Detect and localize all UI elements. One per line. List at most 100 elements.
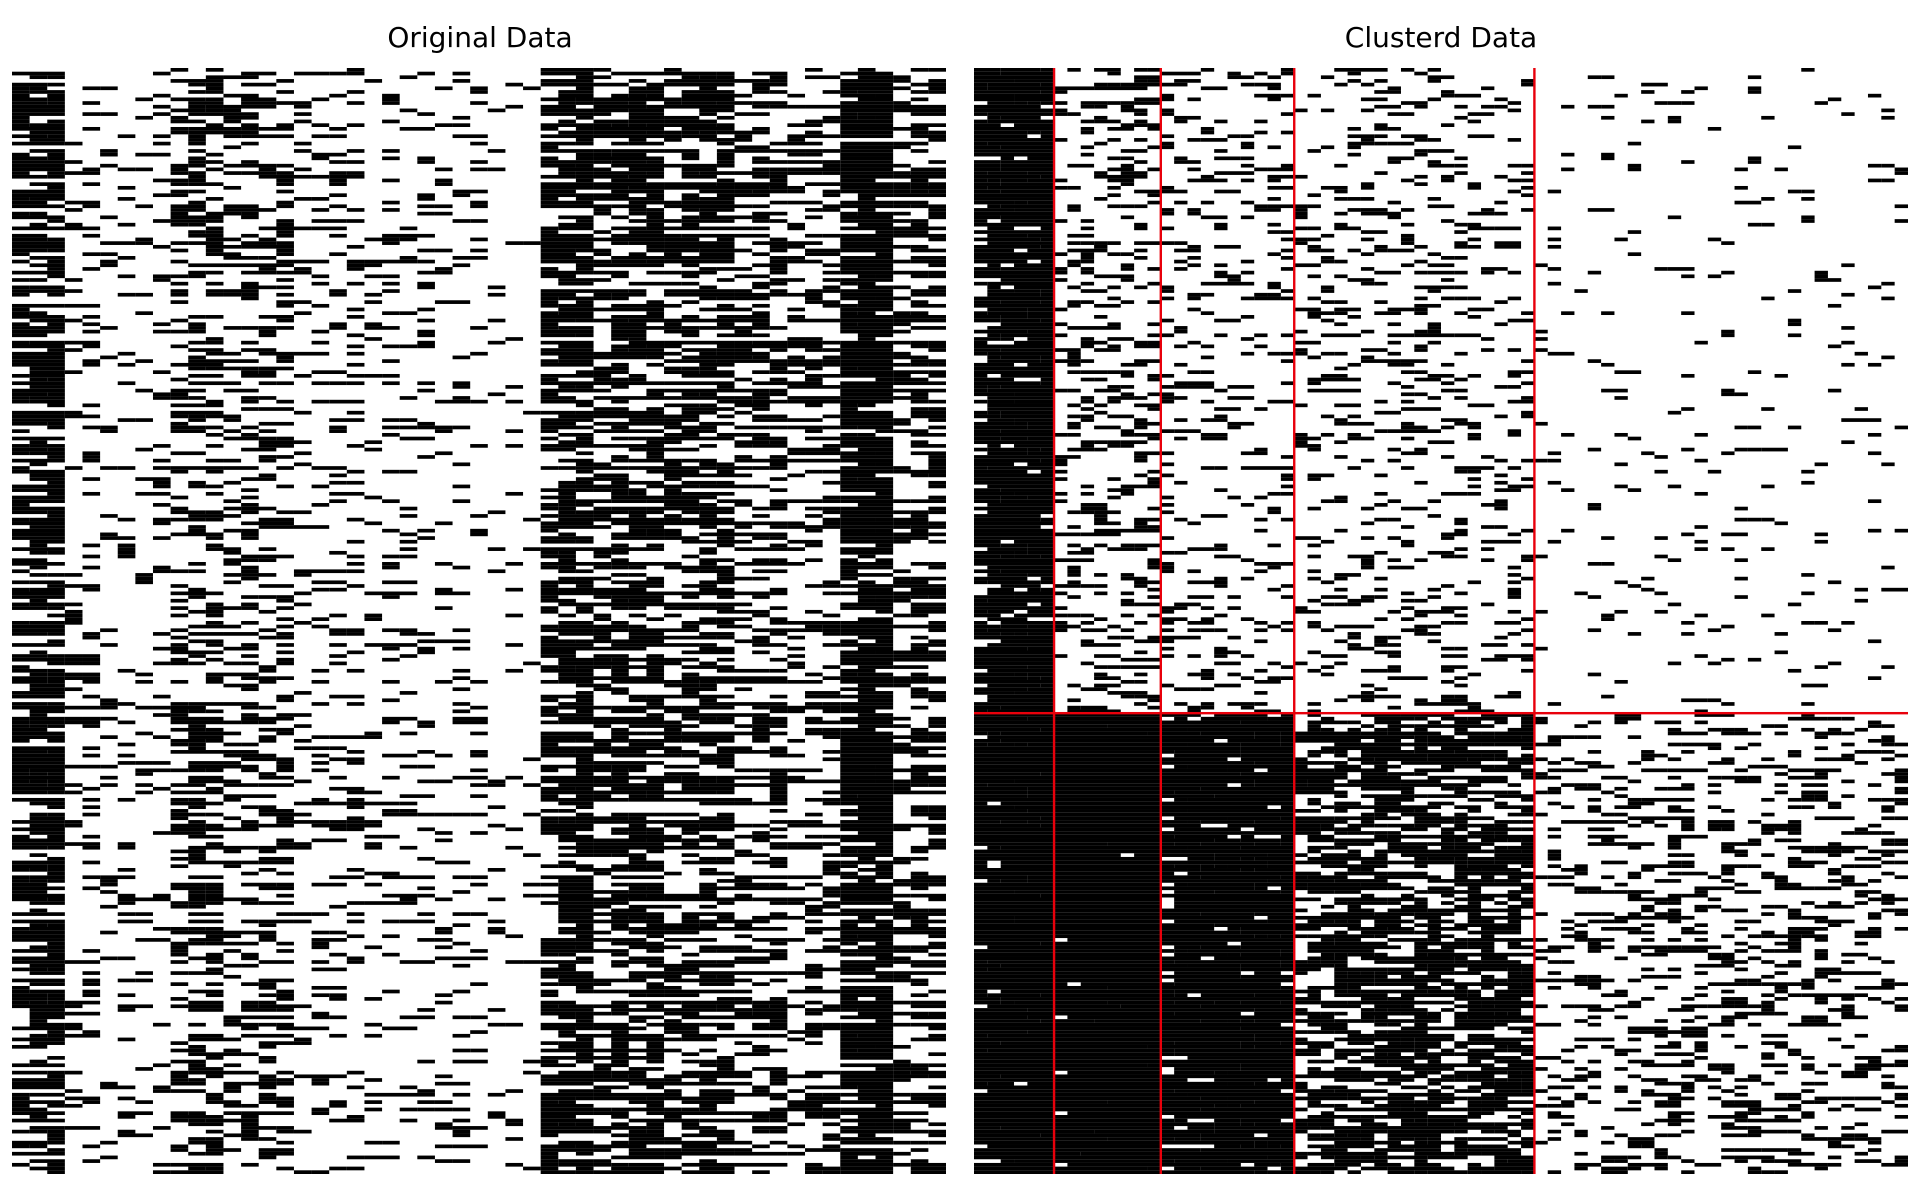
heatmap-cell bbox=[840, 897, 894, 902]
heatmap-cell bbox=[100, 956, 118, 961]
heatmap-cell bbox=[258, 668, 277, 673]
heatmap-cell bbox=[716, 344, 735, 349]
heatmap-cell bbox=[188, 1063, 206, 1068]
heatmap-cell bbox=[1374, 244, 1388, 249]
heatmap-cell bbox=[293, 311, 312, 316]
heatmap-cell bbox=[382, 919, 400, 924]
heatmap-cell bbox=[893, 657, 946, 662]
heatmap-cell bbox=[664, 775, 682, 780]
heatmap-cell bbox=[241, 753, 277, 758]
heatmap-cell bbox=[188, 797, 206, 802]
heatmap-cell bbox=[805, 1100, 841, 1104]
heatmap-cell bbox=[593, 211, 612, 216]
heatmap-cell bbox=[787, 381, 806, 386]
heatmap-cell bbox=[276, 731, 294, 736]
heatmap-cell bbox=[893, 823, 946, 828]
heatmap-cell bbox=[734, 112, 770, 116]
heatmap-cell bbox=[1587, 75, 1602, 80]
heatmap-cell bbox=[840, 1140, 894, 1145]
heatmap-cell bbox=[664, 532, 682, 537]
heatmap-cell bbox=[646, 1096, 665, 1101]
heatmap-cell bbox=[664, 491, 682, 496]
heatmap-cell bbox=[170, 410, 224, 415]
heatmap-cell bbox=[664, 1118, 700, 1123]
heatmap-cell bbox=[223, 108, 242, 113]
heatmap-cell bbox=[593, 938, 612, 942]
heatmap-cell bbox=[805, 543, 823, 548]
heatmap-cell bbox=[664, 469, 700, 474]
heatmap-cell bbox=[840, 315, 894, 319]
heatmap-cell bbox=[646, 300, 665, 304]
heatmap-cell bbox=[223, 263, 294, 268]
heatmap-cell bbox=[681, 97, 735, 102]
heatmap-cell bbox=[646, 407, 665, 411]
heatmap-cell bbox=[893, 311, 911, 316]
heatmap-cell bbox=[276, 303, 294, 308]
heatmap-cell bbox=[12, 351, 65, 356]
heatmap-cell bbox=[64, 1089, 83, 1093]
heatmap-cell bbox=[1240, 178, 1255, 183]
heatmap-cell bbox=[664, 591, 735, 596]
heatmap-cell bbox=[1147, 267, 1161, 271]
heatmap-cell bbox=[434, 606, 453, 610]
heatmap-cell bbox=[593, 1067, 612, 1071]
heatmap-cell bbox=[681, 274, 700, 279]
heatmap-cell bbox=[311, 1011, 330, 1016]
heatmap-cell bbox=[82, 554, 101, 559]
heatmap-cell bbox=[716, 359, 735, 363]
heatmap-cell bbox=[170, 628, 189, 633]
heatmap-cell bbox=[840, 783, 894, 787]
heatmap-cell bbox=[1521, 185, 1535, 190]
heatmap-cell bbox=[540, 694, 594, 699]
heatmap-cell bbox=[893, 598, 911, 603]
heatmap-cell bbox=[664, 679, 682, 684]
heatmap-cell bbox=[329, 654, 347, 658]
heatmap-cell bbox=[664, 738, 682, 743]
heatmap-cell bbox=[82, 812, 101, 817]
heatmap-cell bbox=[29, 580, 65, 585]
heatmap-cell bbox=[611, 1041, 629, 1045]
heatmap-cell bbox=[769, 462, 788, 467]
heatmap-cell bbox=[1067, 163, 1095, 168]
heatmap-cell bbox=[734, 248, 753, 253]
heatmap-cell bbox=[1774, 167, 1788, 172]
heatmap-cell bbox=[893, 971, 946, 975]
heatmap-cell bbox=[276, 764, 294, 769]
heatmap-cell bbox=[699, 882, 717, 887]
heatmap-cell bbox=[611, 499, 647, 504]
heatmap-cell bbox=[100, 628, 118, 633]
heatmap-cell bbox=[470, 679, 488, 684]
heatmap-cell bbox=[258, 609, 277, 614]
heatmap-cell bbox=[82, 182, 101, 186]
heatmap-cell bbox=[1427, 68, 1441, 72]
heatmap-cell bbox=[329, 134, 347, 139]
heatmap-cell bbox=[1801, 68, 1815, 72]
heatmap-cell bbox=[258, 396, 277, 400]
heatmap-cell bbox=[505, 385, 524, 389]
heatmap-cell bbox=[100, 1085, 136, 1090]
heatmap-cell bbox=[152, 632, 171, 636]
heatmap-cell bbox=[840, 705, 894, 710]
heatmap-cell bbox=[893, 322, 911, 327]
heatmap-cell bbox=[117, 761, 136, 765]
heatmap-cell bbox=[205, 248, 224, 253]
heatmap-cell bbox=[1000, 178, 1028, 183]
heatmap-cell bbox=[787, 340, 823, 345]
heatmap-cell bbox=[1187, 97, 1201, 102]
heatmap-cell bbox=[840, 219, 894, 223]
heatmap-cell bbox=[628, 993, 647, 998]
heatmap-cell bbox=[681, 554, 700, 559]
heatmap-cell bbox=[611, 233, 665, 238]
heatmap-cell bbox=[82, 1144, 101, 1149]
heatmap-cell bbox=[910, 646, 929, 651]
heatmap-cell bbox=[100, 775, 118, 780]
heatmap-cell bbox=[769, 499, 788, 504]
heatmap-cell bbox=[47, 856, 65, 861]
heatmap-cell bbox=[699, 801, 735, 806]
heatmap-cell bbox=[628, 1074, 647, 1079]
heatmap-cell bbox=[1014, 97, 1055, 102]
heatmap-cell bbox=[628, 897, 665, 902]
heatmap-cell bbox=[382, 775, 400, 780]
heatmap-cell bbox=[12, 278, 30, 282]
heatmap-cell bbox=[241, 982, 259, 986]
